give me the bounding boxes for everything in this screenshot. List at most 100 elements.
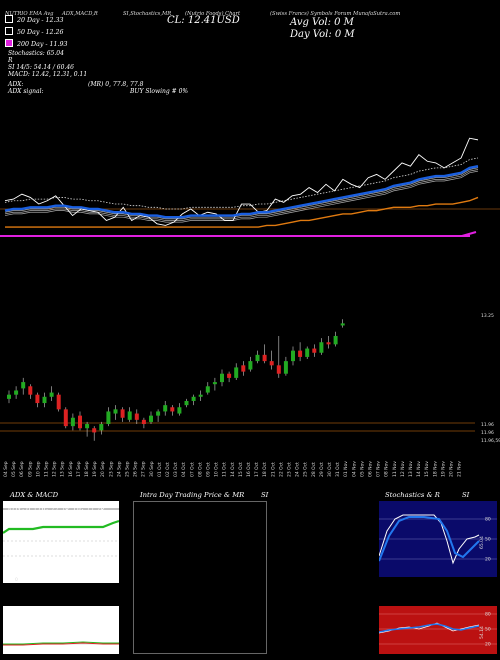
candle-body <box>127 411 132 420</box>
candle-body <box>56 394 61 410</box>
adx-line <box>2 519 120 534</box>
series-ema20 <box>4 165 479 219</box>
date-label: 10 Sep <box>35 461 41 477</box>
series-ma50-dotted <box>4 157 479 210</box>
candle-body <box>28 386 33 395</box>
date-label: 21 Oct <box>270 462 276 477</box>
date-label: 03 Oct <box>173 462 179 477</box>
candle-body <box>298 350 303 357</box>
candle-body <box>262 354 267 362</box>
candle-body <box>78 415 82 429</box>
candle-body <box>42 396 47 404</box>
candle-body <box>283 361 288 374</box>
date-label: 13 Sep <box>60 461 66 477</box>
date-label: 11 Sep <box>44 461 50 477</box>
candle-body <box>205 386 210 393</box>
date-label: 23 Oct <box>287 462 293 477</box>
date-label: 06 Nov <box>368 461 374 477</box>
header-si: SI,Stochastics,MR <box>123 11 172 17</box>
date-label: 10 Oct <box>214 462 220 477</box>
candlestick-chart: 13.25 11.96 11.96 11.96,59 04 Sep 05 Sep 06 Se… <box>0 313 500 477</box>
date-label: 08 Oct <box>197 462 203 477</box>
macd-background <box>3 606 119 654</box>
ma-band-line-2 <box>4 167 479 220</box>
legend-50-day: 50 Day - 12.26 <box>5 27 64 36</box>
price-level-label-3: 11.96,59 <box>481 438 500 444</box>
date-label: 04 Nov <box>351 461 357 477</box>
stochastics-panel: 80 50 20 65.04 80 50 20 54.14 <box>378 501 497 654</box>
date-label: 20 Sep <box>100 461 106 477</box>
date-label: 16 Sep <box>68 461 74 477</box>
si-avg-line <box>378 623 480 633</box>
candle-body <box>120 409 125 418</box>
date-label: 21 Nov <box>457 461 463 477</box>
candle-body <box>269 361 274 366</box>
date-label: 18 Nov <box>432 461 438 477</box>
header-chart: (Nutrio Foods) Chart <box>185 11 241 17</box>
day-volume-label: Day Vol: 0 M <box>290 29 355 40</box>
stat-mr: (MR) 0, 77.8, 77.8 <box>88 81 144 88</box>
si-tick-0: 80 <box>485 612 491 618</box>
intra-day-panel <box>133 501 267 654</box>
date-label: 16 Oct <box>246 462 252 477</box>
date-label: 24 Sep <box>116 461 122 477</box>
macd-signal-line <box>3 642 119 646</box>
macd-line <box>3 641 119 645</box>
date-label: 05 Sep <box>11 461 17 477</box>
si-panel-title: SI <box>261 491 269 499</box>
avg-volume-label: Avg Vol: 0 M <box>290 17 354 28</box>
candle-body <box>141 419 146 425</box>
date-label: 22 Oct <box>278 462 284 477</box>
candle-body <box>319 342 324 353</box>
date-label: 18 Oct <box>262 462 268 477</box>
header-ema: NUTRIO EMA Avg <box>5 11 54 17</box>
si-value-label: 54.14 <box>479 626 485 639</box>
date-label: 12 Nov <box>400 461 406 477</box>
candle-body <box>177 407 182 414</box>
adx-macd-plot: 0 <box>2 501 120 654</box>
date-label: 15 Nov <box>424 461 430 477</box>
stat-stochastics: Stochastics: 65.04 <box>8 50 64 57</box>
candle-body <box>149 415 153 422</box>
price-level-label-1: 11.96 <box>481 422 494 428</box>
date-label: 04 Sep <box>3 461 9 477</box>
candle-body <box>305 348 310 357</box>
adx-background <box>3 501 119 583</box>
stat-macd: MACD: 12.42, 12.31, 0.11 <box>8 71 88 78</box>
date-label: 11 Oct <box>222 462 228 477</box>
ma-chart <box>0 137 500 237</box>
date-label: 12 Sep <box>52 461 58 477</box>
candle-body <box>234 367 239 378</box>
adx-macd-panel: 0 ADX: 0 +DI: 77.78 -DI: 77.78 <box>2 501 120 654</box>
candle-body <box>212 382 217 385</box>
series-ema200 <box>5 196 479 228</box>
header-adx: ADX,MACD,R <box>62 11 98 17</box>
price-top-label: 13.25 <box>481 313 494 319</box>
date-label: 08 Nov <box>384 461 390 477</box>
candle-body <box>248 361 253 370</box>
date-label: 07 Nov <box>376 461 382 477</box>
date-label: 07 Oct <box>189 462 195 477</box>
stoch-value-label: 65.04 <box>479 536 485 549</box>
candle-body <box>198 394 203 397</box>
adx-readout: ADX: 0 +DI: 77.78 -DI: 77.78 <box>7 506 105 514</box>
candle-body <box>170 407 175 412</box>
date-label: 04 Oct <box>181 462 187 477</box>
legend-200-swatch <box>5 39 13 47</box>
candle-body <box>227 373 232 378</box>
legend-50-swatch <box>5 27 13 35</box>
stoch-panel-title: Stochastics & R <box>385 491 440 499</box>
stat-si: SI 14/5: 54.14 / 60.46 <box>8 64 74 71</box>
date-label: 30 Oct <box>327 462 333 477</box>
adx-panel-title: ADX & MACD <box>10 491 59 499</box>
date-label: 18 Sep <box>84 461 90 477</box>
date-label: 06 Sep <box>19 461 25 477</box>
date-label: 19 Nov <box>440 461 446 477</box>
candle-body <box>163 405 168 412</box>
stat-r: R <box>8 57 13 64</box>
candle-body <box>63 409 68 427</box>
candle-body <box>113 409 118 414</box>
stoch-d-line <box>378 516 480 562</box>
date-label: 05 Nov <box>359 461 365 477</box>
candle-body <box>99 424 104 431</box>
